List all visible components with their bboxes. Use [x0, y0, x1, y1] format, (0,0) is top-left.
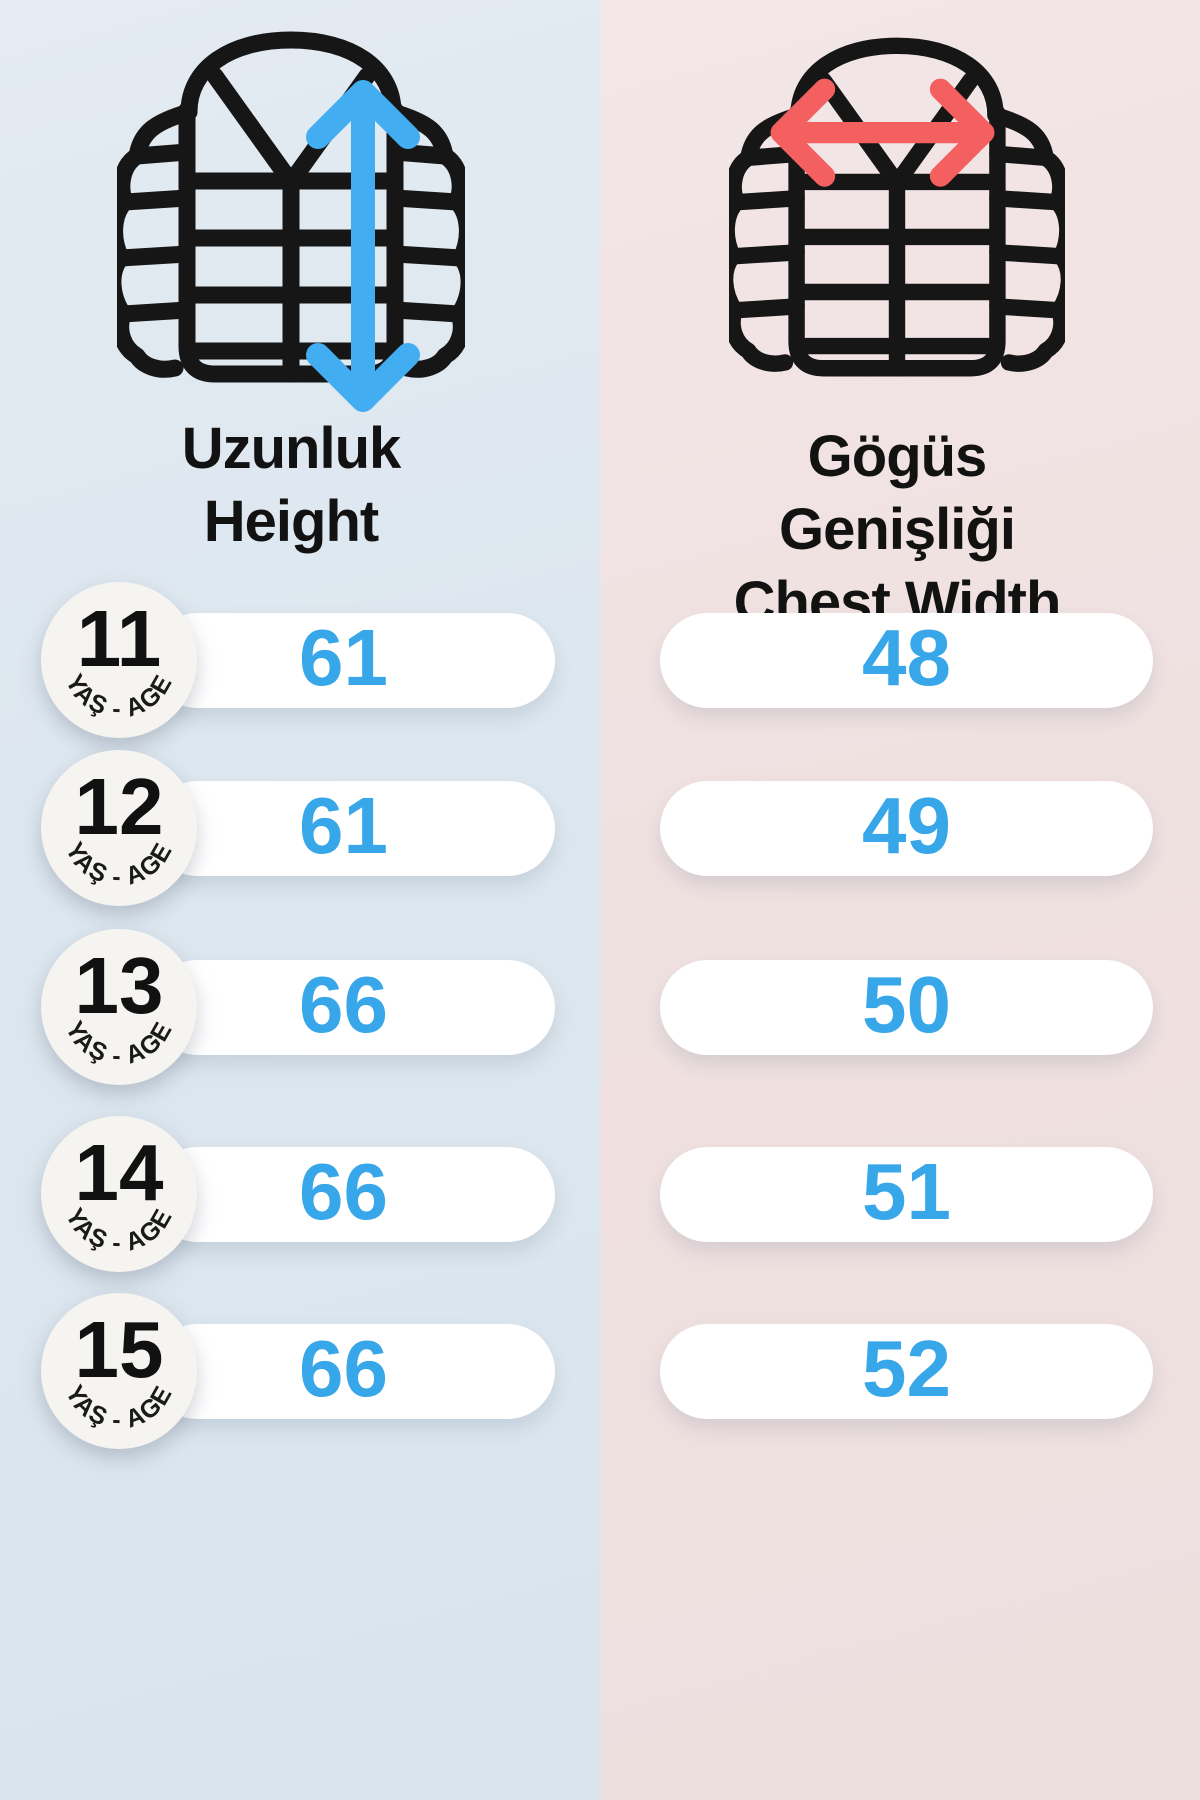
chest-column-title: Gögüs Genişliği Chest Width — [687, 420, 1107, 639]
puffer-jacket-height-icon — [117, 30, 465, 412]
chest-value: 51 — [862, 1146, 951, 1236]
height-value: 66 — [299, 959, 388, 1049]
height-value-pill: 66 — [150, 960, 555, 1055]
horizontal-double-arrow-icon — [770, 78, 995, 187]
height-value-pill: 66 — [150, 1324, 555, 1419]
chest-value: 49 — [862, 780, 951, 870]
height-value: 61 — [299, 780, 388, 870]
age-badge: 15 YAŞ - AGE — [40, 1292, 198, 1450]
badge-circle — [41, 750, 197, 906]
title-height: Height — [203, 489, 379, 554]
chest-value-pill: 49 — [660, 781, 1153, 876]
age-number: 15 — [75, 1305, 164, 1394]
chest-value-pill: 51 — [660, 1147, 1153, 1242]
age-badge: 13 YAŞ - AGE — [40, 928, 198, 1086]
title-uzunluk: Uzunluk — [181, 416, 402, 481]
title-gogus-genisligi: Gögüs Genişliği — [779, 424, 1016, 562]
puffer-jacket-chest-icon — [729, 36, 1065, 407]
badge-circle — [41, 582, 197, 738]
chest-value-pill: 48 — [660, 613, 1153, 708]
badge-circle — [41, 1116, 197, 1272]
age-badge: 11 YAŞ - AGE — [40, 581, 198, 739]
height-column-title: Uzunluk Height — [81, 412, 501, 558]
height-value: 66 — [299, 1323, 388, 1413]
vertical-double-arrow-icon — [306, 80, 420, 412]
height-value-pill: 61 — [150, 781, 555, 876]
height-value: 66 — [299, 1146, 388, 1236]
badge-circle — [41, 929, 197, 1085]
chest-value: 48 — [862, 612, 951, 702]
chest-value-pill: 50 — [660, 960, 1153, 1055]
age-badge: 12 YAŞ - AGE — [40, 749, 198, 907]
age-number: 11 — [77, 594, 162, 683]
age-number: 12 — [75, 762, 164, 851]
age-number: 13 — [75, 941, 164, 1030]
badge-circle — [41, 1293, 197, 1449]
height-value-pill: 66 — [150, 1147, 555, 1242]
chest-value: 52 — [862, 1323, 951, 1413]
height-value: 61 — [299, 612, 388, 702]
chest-value-pill: 52 — [660, 1324, 1153, 1419]
chest-value: 50 — [862, 959, 951, 1049]
age-number: 14 — [75, 1128, 164, 1217]
height-value-pill: 61 — [150, 613, 555, 708]
age-badge: 14 YAŞ - AGE — [40, 1115, 198, 1273]
